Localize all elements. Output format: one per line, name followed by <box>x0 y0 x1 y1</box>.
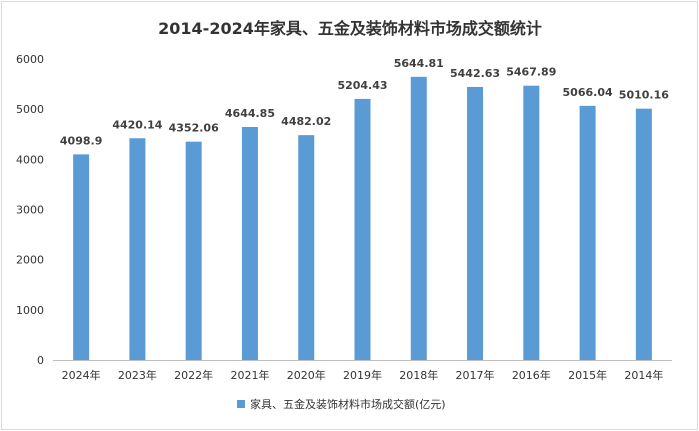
x-tick-label: 2024年 <box>62 368 101 382</box>
x-tick-label: 2017年 <box>456 368 495 382</box>
x-tick-label: 2023年 <box>118 368 157 382</box>
bar <box>410 76 427 360</box>
bar <box>467 86 484 360</box>
chart-title: 2014-2024年家具、五金及装饰材料市场成交额统计 <box>158 19 542 38</box>
data-label: 4482.02 <box>281 115 331 128</box>
bar <box>298 135 315 360</box>
bar <box>185 141 202 360</box>
data-label: 5010.16 <box>619 89 669 102</box>
x-tick-label: 2020年 <box>287 368 326 382</box>
data-label: 4098.9 <box>60 134 102 147</box>
data-label: 5442.63 <box>450 67 500 80</box>
data-label: 5204.43 <box>337 79 387 92</box>
x-axis: 2024年 2023年 2022年 2021年 2020年 2019年 2018年 2017年… <box>53 360 672 382</box>
x-tick-label: 2014年 <box>624 368 663 382</box>
data-label: 5467.89 <box>506 66 556 79</box>
y-tick-label: 5000 <box>16 103 44 116</box>
data-label: 5066.04 <box>563 86 613 99</box>
x-tick-label: 2016年 <box>512 368 551 382</box>
data-label: 4352.06 <box>169 122 219 135</box>
data-label: 5644.81 <box>394 57 444 70</box>
data-label: 4644.85 <box>225 107 275 120</box>
data-label: 4420.14 <box>112 118 162 131</box>
bar <box>523 85 540 360</box>
bar <box>73 154 90 360</box>
x-tick-label: 2018年 <box>399 368 438 382</box>
bar <box>354 98 371 360</box>
x-tick-label: 2022年 <box>174 368 213 382</box>
y-tick-label: 4000 <box>16 153 44 166</box>
x-tick-label: 2021年 <box>230 368 269 382</box>
y-axis: 0 1000 2000 3000 4000 5000 6000 <box>16 53 44 367</box>
y-tick-label: 1000 <box>16 304 44 317</box>
bar <box>635 108 652 360</box>
y-tick-label: 6000 <box>16 53 44 66</box>
y-tick-label: 2000 <box>16 254 44 267</box>
bar <box>241 126 258 360</box>
y-tick-label: 3000 <box>16 204 44 217</box>
bar <box>579 105 596 360</box>
x-tick-label: 2019年 <box>343 368 382 382</box>
legend: 家具、五金及装饰材料市场成交额(亿元) <box>237 397 446 411</box>
y-tick-label: 0 <box>37 354 44 367</box>
legend-label: 家具、五金及装饰材料市场成交额(亿元) <box>250 397 446 411</box>
x-tick-label: 2015年 <box>568 368 607 382</box>
legend-swatch <box>237 400 245 408</box>
bars: 4098.9 4420.14 4352.06 4644.85 4482.02 5204.4… <box>60 57 669 360</box>
bar <box>129 138 146 360</box>
